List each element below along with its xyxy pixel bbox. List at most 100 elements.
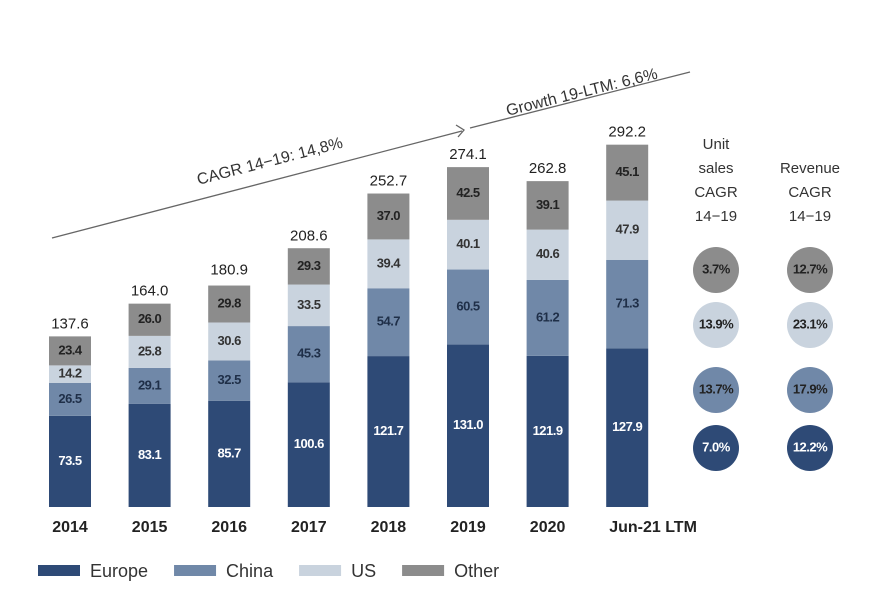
segment-label: 71.3 [616, 296, 640, 311]
cagr-arrow [51, 130, 463, 239]
bar-segment [447, 167, 489, 220]
segment-label: 61.2 [536, 309, 560, 324]
cagr-label: 13.9% [699, 316, 734, 331]
cagr-label: 23.1% [793, 316, 828, 331]
x-tick-label: Jun-21 LTM [609, 519, 697, 536]
segment-label: 26.5 [58, 391, 82, 406]
total-label: 262.8 [529, 160, 567, 177]
bar-segment [367, 288, 410, 357]
cagr-header: CAGR [788, 184, 832, 201]
bar-segment [49, 365, 91, 383]
bar-segment [447, 269, 489, 345]
bar-segment [49, 336, 91, 366]
legend-label: China [226, 561, 274, 581]
x-tick-label: 2015 [132, 519, 168, 536]
cagr-header: Unit [703, 136, 731, 153]
bar-segment [606, 200, 649, 260]
bar-segment [128, 367, 171, 404]
legend-swatch [174, 565, 217, 576]
segment-label: 121.7 [373, 423, 403, 438]
bar-segment [49, 415, 91, 507]
cagr-header: 14−19 [789, 208, 831, 225]
x-tick-label: 2019 [450, 519, 486, 536]
bar-segment [128, 303, 171, 336]
bar-segment [526, 181, 569, 230]
segment-label: 131.0 [453, 417, 483, 432]
cagr-circle [693, 425, 739, 471]
segment-label: 29.1 [138, 377, 162, 392]
segment-label: 37.0 [377, 208, 401, 223]
total-label: 274.1 [449, 146, 487, 163]
bar-segment [287, 248, 330, 285]
legend-swatch [38, 565, 80, 576]
cagr-label: 17.9% [793, 381, 828, 396]
x-tick-label: 2017 [291, 519, 327, 536]
cagr-circle [787, 247, 833, 293]
segment-label: 26.0 [138, 311, 162, 326]
cagr-circle [693, 302, 739, 348]
segment-label: 83.1 [138, 447, 162, 462]
total-label: 180.9 [210, 262, 248, 279]
bar-segment [208, 360, 251, 401]
segment-label: 85.7 [218, 445, 242, 460]
cagr-circle [787, 302, 833, 348]
segment-label: 23.4 [58, 342, 83, 357]
bar-segment [287, 284, 330, 327]
segment-label: 54.7 [377, 314, 401, 329]
bar-segment [367, 356, 410, 507]
segment-label: 32.5 [218, 372, 242, 387]
annotation: Growth 19-LTM: 6,6% [505, 66, 660, 120]
growth-arrow [469, 71, 691, 129]
segment-label: 73.5 [58, 453, 82, 468]
x-tick-label: 2014 [52, 519, 88, 536]
segment-label: 14.2 [58, 366, 82, 381]
bar-segment [606, 259, 649, 349]
cagr-label: 12.2% [793, 439, 828, 454]
x-tick-label: 2018 [371, 519, 407, 536]
legend-swatch [402, 565, 445, 576]
bar-segment [526, 229, 569, 280]
segment-label: 25.8 [138, 343, 162, 358]
bar-segment [287, 326, 330, 383]
cagr-header: Revenue [780, 160, 840, 177]
cagr-circle [693, 247, 739, 293]
bar-segment [128, 403, 171, 507]
bar-segment [128, 335, 171, 368]
cagr-label: 3.7% [702, 261, 731, 276]
segment-label: 42.5 [456, 185, 480, 200]
bar-segment [49, 383, 91, 416]
bar-segment [287, 382, 330, 507]
bar-segment [367, 239, 410, 289]
cagr-circle [787, 425, 833, 471]
bar-segment [447, 344, 489, 507]
cagr-label: 13.7% [699, 381, 734, 396]
total-label: 164.0 [131, 283, 169, 300]
segment-label: 40.6 [536, 246, 560, 261]
bar-segment [526, 355, 569, 507]
segment-label: 33.5 [297, 297, 321, 312]
segment-label: 29.3 [297, 258, 321, 273]
total-label: 252.7 [370, 173, 408, 190]
total-label: 208.6 [290, 227, 328, 244]
cagr-label: 7.0% [702, 439, 731, 454]
bar-segment [208, 322, 251, 361]
cagr-circle [693, 367, 739, 413]
segment-label: 47.9 [616, 222, 640, 237]
bar-segment [447, 219, 489, 270]
bar-segment [208, 400, 251, 507]
cagr-arrow-head [455, 124, 465, 138]
bar-segment [367, 193, 410, 240]
segment-label: 39.4 [377, 255, 402, 270]
legend-swatch [299, 565, 342, 576]
segment-label: 127.9 [612, 419, 642, 434]
legend-label: US [351, 561, 376, 581]
segment-label: 39.1 [536, 197, 560, 212]
cagr-label: 12.7% [793, 261, 828, 276]
bar-segment [208, 285, 251, 323]
segment-label: 60.5 [456, 298, 480, 313]
x-tick-label: 2020 [530, 519, 566, 536]
segment-label: 30.6 [218, 333, 242, 348]
bar-segment [606, 348, 649, 507]
cagr-header: sales [698, 160, 733, 177]
